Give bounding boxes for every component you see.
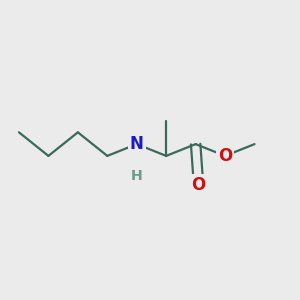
- Text: O: O: [191, 176, 206, 194]
- Text: H: H: [131, 169, 142, 184]
- Text: O: O: [218, 147, 232, 165]
- Text: N: N: [130, 135, 144, 153]
